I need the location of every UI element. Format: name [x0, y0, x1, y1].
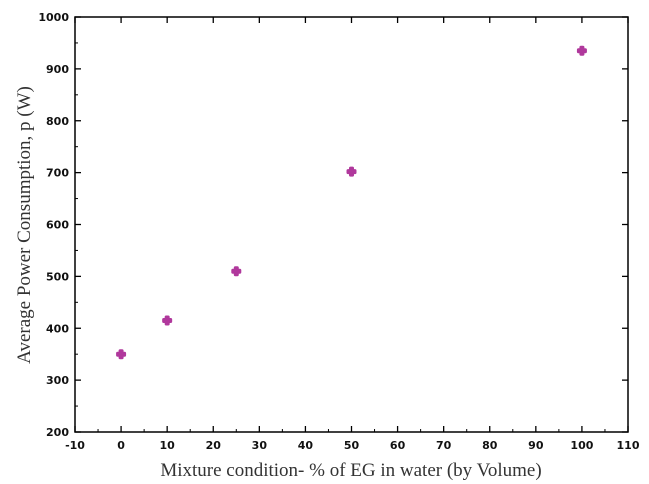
x-tick-label: 20: [206, 439, 222, 452]
x-tick-label: 110: [617, 439, 640, 452]
ticks-group: -10 0 10 20 30 40 50 60 70 80 90 100 110 200 300 400 500…: [38, 11, 639, 452]
plot-frame: [74, 16, 629, 433]
x-tick-label: 100: [570, 439, 593, 452]
x-tick-label: 80: [482, 439, 498, 452]
data-point: [162, 315, 173, 326]
data-point: [231, 266, 242, 277]
y-tick-label: 1000: [38, 11, 69, 24]
x-tick-label: 10: [160, 439, 176, 452]
x-tick-label: 40: [298, 439, 314, 452]
x-tick-label: 50: [344, 439, 360, 452]
y-tick-label: 900: [46, 63, 69, 76]
x-tick-label: 90: [528, 439, 544, 452]
x-tick-label: -10: [65, 439, 85, 452]
data-point: [346, 166, 357, 177]
x-tick-label: 0: [117, 439, 125, 452]
x-tick-label: 70: [436, 439, 452, 452]
data-point-vbar: [579, 45, 585, 56]
data-point-vbar: [118, 349, 124, 360]
x-tick-label: 30: [252, 439, 268, 452]
data-point: [576, 45, 587, 56]
y-axis-title: Average Power Consumption, p (W): [14, 86, 35, 364]
x-tick-label: 60: [390, 439, 406, 452]
data-points-group: [116, 45, 587, 360]
y-tick-label: 800: [46, 115, 69, 128]
data-point: [116, 349, 127, 360]
x-axis-title: Mixture condition- % of EG in water (by …: [160, 460, 541, 481]
y-tick-label: 300: [46, 374, 69, 387]
y-tick-label: 600: [46, 219, 69, 232]
data-point-vbar: [233, 266, 239, 277]
y-tick-label: 500: [46, 270, 69, 283]
y-tick-label: 400: [46, 322, 69, 335]
data-point-vbar: [164, 315, 170, 326]
data-point-vbar: [349, 166, 354, 177]
y-tick-label: 200: [46, 426, 69, 439]
y-tick-label: 700: [46, 167, 69, 180]
